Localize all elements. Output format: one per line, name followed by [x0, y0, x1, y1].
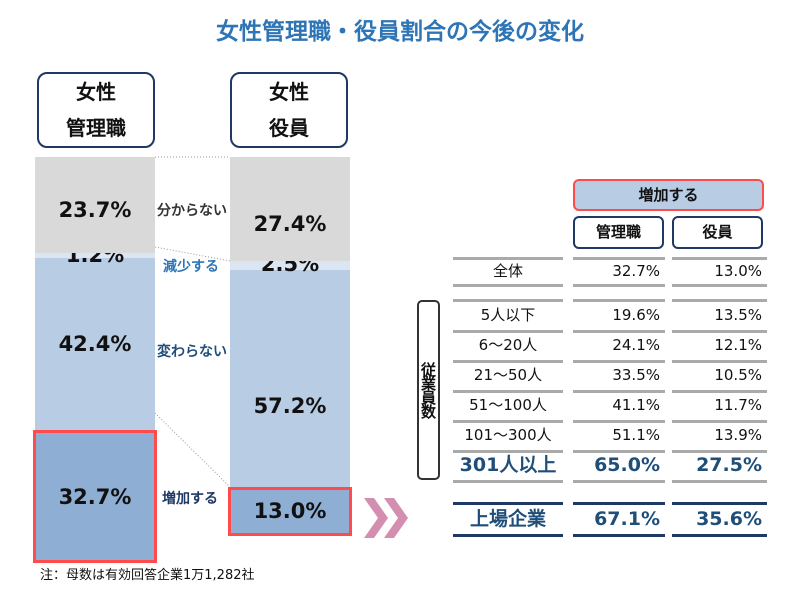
row-label: 21～50人: [473, 366, 543, 384]
row-divider: [453, 534, 563, 537]
row-divider: [453, 330, 563, 333]
bar-segment: [35, 253, 155, 259]
row-label: 5人以下: [480, 306, 536, 324]
bar-segment: [33, 430, 157, 563]
row-divider: [672, 257, 767, 260]
data-label: 42.4%: [58, 332, 132, 357]
row-label: 上場企業: [469, 508, 546, 530]
table-column-executives: 役員: [672, 216, 763, 249]
table-cell: 51.1%: [612, 426, 660, 444]
row-divider: [672, 502, 767, 505]
table-column-managers: 管理職: [573, 216, 664, 249]
table-cell: 11.7%: [714, 396, 762, 414]
row-divider: [573, 420, 665, 423]
footnote: 注：母数は有効回答企業1万1,282社: [40, 568, 255, 583]
row-divider: [573, 502, 665, 505]
row-divider: [672, 480, 767, 483]
bar-segment: [230, 260, 350, 271]
row-divider: [573, 450, 665, 453]
data-label: 23.7%: [58, 198, 132, 223]
series-label-decrease: 減少する: [163, 259, 219, 275]
row-divider: [453, 480, 563, 483]
row-divider: [672, 299, 767, 302]
row-divider: [453, 284, 563, 287]
category-header-managers: 女性 管理職: [37, 72, 155, 148]
row-divider: [672, 390, 767, 393]
table-cell: 13.5%: [714, 306, 762, 324]
data-label: 13.0%: [253, 499, 327, 524]
row-divider: [453, 390, 563, 393]
row-divider: [453, 420, 563, 423]
category-label-line: 役員: [269, 116, 309, 140]
group-label-box: 従業員数: [417, 300, 440, 480]
table-cell: 13.9%: [714, 426, 762, 444]
row-label: 全体: [492, 262, 523, 280]
row-divider: [672, 450, 767, 453]
row-divider: [573, 360, 665, 363]
bar-segment: [230, 270, 350, 487]
data-label: 27.4%: [253, 211, 327, 236]
row-label: 101～300人: [464, 426, 552, 444]
table-cell: 35.6%: [696, 508, 762, 530]
table-cell: 19.6%: [612, 306, 660, 324]
row-divider: [672, 360, 767, 363]
series-label-unknown: 分からない: [157, 203, 227, 219]
row-divider: [453, 502, 563, 505]
row-divider: [672, 330, 767, 333]
table-cell: 12.1%: [714, 336, 762, 354]
row-divider: [573, 330, 665, 333]
row-divider: [672, 284, 767, 287]
double-chevron-right-icon: [364, 498, 408, 538]
row-divider: [573, 390, 665, 393]
series-label-increase: 増加する: [162, 491, 218, 507]
row-divider: [672, 534, 767, 537]
row-divider: [672, 420, 767, 423]
table-cell: 10.5%: [714, 366, 762, 384]
group-label: 従業員数: [419, 362, 437, 418]
data-label: 32.7%: [58, 484, 132, 509]
row-divider: [453, 450, 563, 453]
table-cell: 27.5%: [696, 454, 762, 476]
row-divider: [573, 257, 665, 260]
row-divider: [573, 299, 665, 302]
row-divider: [453, 257, 563, 260]
table-header-increase: 増加する: [573, 179, 764, 211]
category-label-line: 女性: [269, 80, 309, 104]
table-cell: 13.0%: [714, 262, 762, 280]
row-label: 301人以上: [459, 454, 557, 476]
row-label: 6～20人: [478, 336, 538, 354]
bar-segment: [230, 157, 350, 261]
data-label: 57.2%: [253, 394, 327, 419]
row-divider: [573, 534, 665, 537]
bar-segment: [35, 258, 155, 431]
row-divider: [453, 360, 563, 363]
table-cell: 24.1%: [612, 336, 660, 354]
bar-segment: [35, 157, 155, 254]
page-title: 女性管理職・役員割合の今後の変化: [216, 19, 584, 45]
table-cell: 32.7%: [612, 262, 660, 280]
table-cell: 65.0%: [594, 454, 660, 476]
table-cell: 41.1%: [612, 396, 660, 414]
table-cell: 67.1%: [594, 508, 660, 530]
table-cell: 33.5%: [612, 366, 660, 384]
series-label-unchanged: 変わらない: [157, 344, 227, 360]
bar-segment: [228, 486, 352, 536]
category-label-line: 管理職: [66, 116, 126, 140]
category-label-line: 女性: [76, 80, 116, 104]
row-divider: [453, 299, 563, 302]
row-label: 51～100人: [469, 396, 547, 414]
category-header-executives: 女性 役員: [230, 72, 348, 148]
row-divider: [573, 284, 665, 287]
row-divider: [573, 480, 665, 483]
